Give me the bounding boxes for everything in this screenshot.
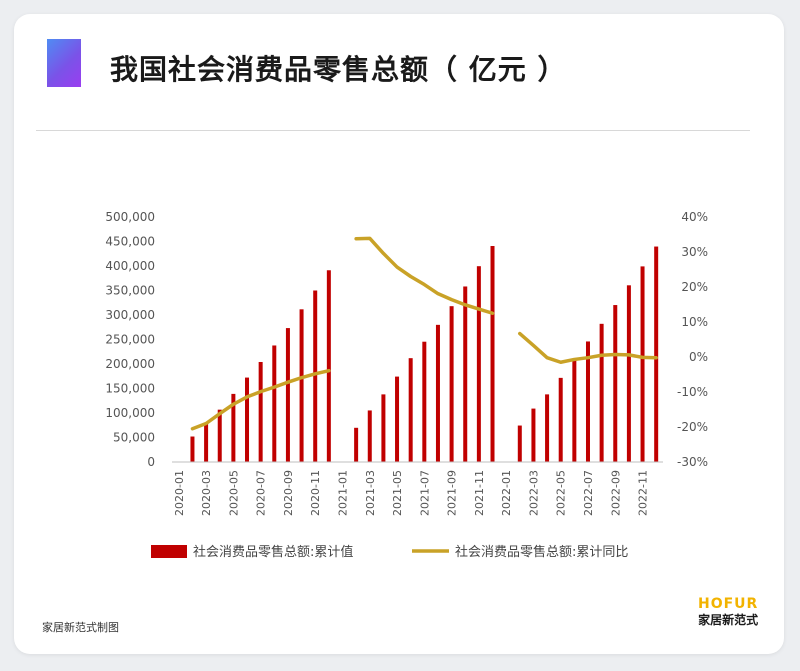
y-left-tick-label: 500,000 bbox=[105, 210, 155, 224]
x-tick-label: 2022-09 bbox=[609, 470, 622, 516]
bar-2021-10 bbox=[463, 286, 468, 462]
bar-2021-03 bbox=[367, 410, 372, 462]
bar-2022-12 bbox=[654, 246, 659, 462]
x-tick-label: 2020-05 bbox=[227, 470, 240, 516]
x-tick-label: 2020-11 bbox=[309, 470, 322, 516]
y-right-tick-label: -10% bbox=[677, 385, 708, 399]
footer-note: 家居新范式制图 bbox=[42, 621, 119, 634]
bar-2021-11 bbox=[476, 266, 481, 462]
y-right-tick-label: 30% bbox=[681, 245, 708, 259]
x-tick-label: 2022-11 bbox=[637, 470, 650, 516]
yoy-line-segment-2 bbox=[354, 236, 495, 315]
yoy-line-segment-1 bbox=[190, 368, 331, 431]
bar-2020-06 bbox=[245, 377, 250, 462]
x-tick-label: 2021-05 bbox=[391, 470, 404, 516]
bar-2021-06 bbox=[408, 358, 413, 462]
logo-text-cn: 家居新范式 bbox=[698, 613, 759, 627]
logo-text-en: HOFUR bbox=[698, 596, 759, 612]
y-right-tick-label: 10% bbox=[681, 315, 708, 329]
bar-2020-02 bbox=[190, 436, 195, 462]
bar-2022-10 bbox=[626, 285, 631, 462]
y-right-tick-label: 0% bbox=[689, 350, 708, 364]
bar-2021-02 bbox=[354, 427, 359, 462]
y-left-tick-label: 350,000 bbox=[105, 284, 155, 298]
x-tick-label: 2022-05 bbox=[555, 470, 568, 516]
brand-logo: HOFUR 家居新范式 bbox=[698, 596, 758, 628]
y-left-tick-label: 250,000 bbox=[105, 333, 155, 347]
yoy-line-segment-3 bbox=[518, 331, 658, 364]
y-left-tick-label: 450,000 bbox=[105, 235, 155, 249]
x-tick-label: 2020-01 bbox=[173, 470, 186, 516]
bar-2022-06 bbox=[572, 358, 577, 462]
bar-2021-09 bbox=[449, 306, 454, 462]
y-left-tick-label: 150,000 bbox=[105, 382, 155, 396]
y-left-tick-label: 300,000 bbox=[105, 308, 155, 322]
legend-bar-label: 社会消费品零售总额:累计值 bbox=[193, 544, 353, 560]
bar-2021-04 bbox=[381, 394, 386, 462]
y-right-tick-label: 20% bbox=[681, 280, 708, 294]
y-left-tick-label: 200,000 bbox=[105, 357, 155, 371]
bar-2020-11 bbox=[313, 290, 318, 462]
bar-2021-12 bbox=[490, 246, 495, 462]
x-tick-label: 2020-07 bbox=[255, 470, 268, 516]
bar-2022-02 bbox=[517, 425, 522, 462]
title-divider bbox=[36, 130, 750, 131]
bar-2020-12 bbox=[326, 270, 331, 462]
legend-line-label: 社会消费品零售总额:累计同比 bbox=[455, 544, 628, 560]
bar-2020-05 bbox=[231, 393, 236, 462]
x-tick-label: 2021-07 bbox=[418, 470, 431, 516]
bar-2022-07 bbox=[585, 341, 590, 462]
bar-2020-04 bbox=[217, 409, 222, 462]
legend-bar-swatch bbox=[151, 545, 187, 558]
bar-2020-09 bbox=[285, 328, 290, 462]
bar-2022-09 bbox=[613, 305, 618, 462]
x-tick-label: 2022-03 bbox=[527, 470, 540, 516]
x-tick-label: 2021-01 bbox=[336, 470, 349, 516]
x-tick-label: 2020-03 bbox=[200, 470, 213, 516]
y-right-tick-label: -30% bbox=[677, 455, 708, 469]
bar-2022-11 bbox=[640, 266, 645, 462]
y-left-tick-label: 0 bbox=[147, 455, 155, 469]
title-accent-block bbox=[47, 39, 81, 87]
y-right-tick-label: -20% bbox=[677, 420, 708, 434]
x-tick-label: 2021-03 bbox=[364, 470, 377, 516]
bar-2021-05 bbox=[395, 376, 400, 462]
x-tick-label: 2021-11 bbox=[473, 470, 486, 516]
y-right-tick-label: 40% bbox=[681, 210, 708, 224]
y-left-tick-label: 100,000 bbox=[105, 406, 155, 420]
bar-2022-04 bbox=[545, 394, 550, 462]
bar-2020-03 bbox=[204, 423, 209, 462]
page-title: 我国社会消费品零售总额（ 亿元 ） bbox=[110, 53, 567, 86]
bar-2020-08 bbox=[272, 345, 277, 462]
bar-2022-05 bbox=[558, 377, 563, 462]
x-tick-label: 2021-09 bbox=[446, 470, 459, 516]
bar-2022-08 bbox=[599, 323, 604, 462]
x-tick-label: 2020-09 bbox=[282, 470, 295, 516]
bar-2021-07 bbox=[422, 341, 427, 462]
bar-2022-03 bbox=[531, 408, 536, 462]
y-left-tick-label: 400,000 bbox=[105, 259, 155, 273]
bar-2021-08 bbox=[435, 324, 440, 462]
y-left-tick-label: 50,000 bbox=[113, 431, 155, 445]
x-tick-label: 2022-07 bbox=[582, 470, 595, 516]
bar-2020-07 bbox=[258, 361, 263, 462]
x-tick-label: 2022-01 bbox=[500, 470, 513, 516]
bar-2020-10 bbox=[299, 309, 304, 462]
